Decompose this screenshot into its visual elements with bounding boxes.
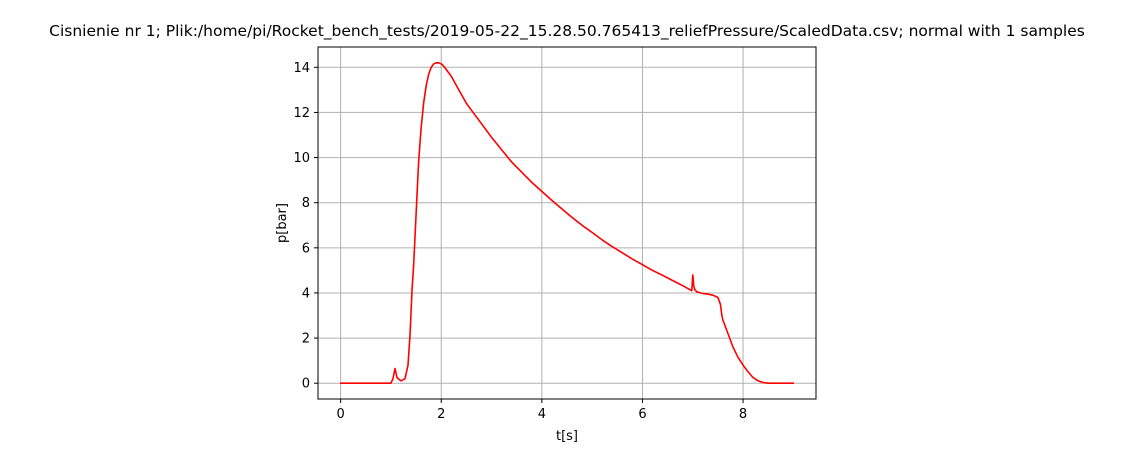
- x-axis-ticks: 0 2 4 6 8: [336, 399, 747, 422]
- x-tick-label: 4: [538, 407, 546, 422]
- y-tick-label: 6: [302, 241, 310, 256]
- series-layer: [339, 61, 795, 385]
- y-tick-label: 12: [293, 106, 310, 121]
- y-axis-ticks: 0 2 4 6 8 10 12 14: [293, 61, 318, 392]
- y-tick-label: 10: [293, 151, 310, 166]
- chart-title: Cisnienie nr 1; Plik:/home/pi/Rocket_ben…: [49, 22, 1085, 41]
- plot-area: [318, 47, 816, 399]
- x-tick-label: 0: [336, 407, 344, 422]
- grid-lines: [318, 47, 816, 399]
- pressure-series-line: [339, 61, 795, 385]
- y-tick-label: 4: [302, 286, 310, 301]
- x-axis-label: t[s]: [556, 429, 578, 444]
- y-axis-label: p[bar]: [275, 203, 290, 243]
- y-tick-label: 8: [302, 196, 310, 211]
- x-tick-label: 8: [739, 407, 747, 422]
- y-tick-label: 2: [302, 332, 310, 347]
- y-tick-label: 0: [302, 377, 310, 392]
- y-tick-label: 14: [293, 61, 310, 76]
- x-tick-label: 6: [638, 407, 646, 422]
- x-tick-label: 2: [437, 407, 445, 422]
- plot-frame: [317, 46, 817, 400]
